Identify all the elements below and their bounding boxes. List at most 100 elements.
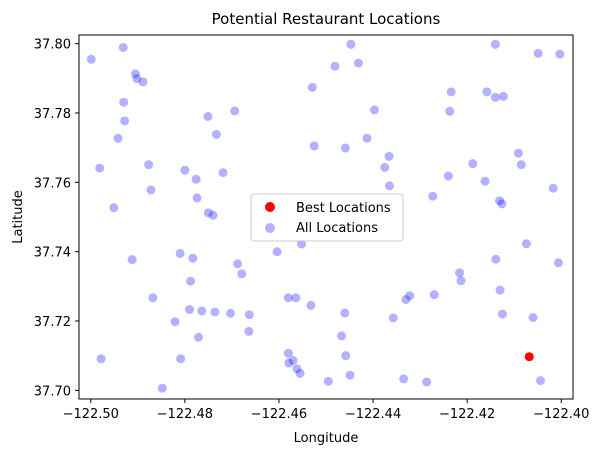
y-axis-ticks: 37.70 37.72 37.74 37.76 37.78 37.80 — [34, 38, 79, 399]
point-all-locations — [490, 92, 500, 102]
legend-label-best-locations: Best Locations — [296, 201, 391, 216]
x-tick-label: −122.40 — [533, 407, 589, 422]
point-all-locations — [323, 376, 333, 386]
point-all-locations — [455, 268, 465, 278]
point-all-locations — [272, 247, 282, 257]
point-all-locations — [176, 354, 186, 364]
point-all-locations — [446, 87, 456, 97]
point-all-locations — [491, 254, 501, 264]
point-all-locations — [428, 191, 438, 201]
point-all-locations — [495, 196, 505, 206]
point-all-locations — [309, 141, 319, 151]
point-all-locations — [385, 181, 395, 191]
point-all-locations — [230, 106, 240, 116]
point-all-locations — [369, 105, 379, 115]
point-all-locations — [297, 239, 307, 249]
point-all-locations — [341, 351, 351, 361]
legend: Best Locations All Locations — [250, 193, 404, 242]
point-all-locations — [497, 199, 507, 209]
x-axis-ticks: −122.50 −122.48 −122.46 −122.44 −122.42 −122.… — [63, 399, 589, 422]
point-all-locations — [528, 313, 538, 323]
point-all-locations — [157, 383, 167, 393]
point-all-locations — [208, 210, 218, 220]
point-all-locations — [288, 356, 298, 366]
point-all-locations — [346, 39, 356, 49]
y-tick-label: 37.72 — [34, 315, 71, 330]
x-axis-label: Longitude — [294, 431, 359, 446]
y-axis-label: Latitude — [11, 190, 26, 244]
point-all-locations — [533, 48, 543, 58]
point-all-locations — [244, 326, 254, 336]
point-all-locations — [120, 116, 130, 126]
point-all-locations — [218, 168, 228, 178]
point-all-locations — [185, 305, 195, 315]
point-all-locations — [380, 162, 390, 172]
point-all-locations — [244, 310, 254, 320]
y-tick-label: 37.76 — [34, 176, 71, 191]
point-all-locations — [521, 239, 531, 249]
point-all-locations — [194, 332, 203, 342]
plot-points — [86, 39, 565, 393]
point-all-locations — [337, 331, 347, 341]
point-all-locations — [548, 183, 558, 193]
point-all-locations — [362, 133, 372, 143]
point-all-locations — [237, 269, 247, 279]
point-all-locations — [95, 163, 105, 173]
point-all-locations — [188, 253, 198, 263]
point-all-locations — [345, 370, 355, 380]
point-all-locations — [210, 307, 220, 317]
point-all-locations — [498, 91, 508, 101]
legend-marker-all-locations — [265, 223, 275, 233]
point-all-locations — [340, 308, 350, 318]
x-tick-label: −122.50 — [63, 407, 119, 422]
point-all-locations — [445, 106, 455, 116]
point-all-locations — [197, 306, 207, 316]
point-all-locations — [516, 160, 526, 170]
point-all-locations — [555, 49, 565, 59]
plot-frame — [78, 34, 574, 400]
x-tick-label: −122.44 — [345, 407, 401, 422]
point-all-locations — [306, 300, 316, 310]
point-all-locations — [497, 309, 507, 319]
point-all-locations — [119, 97, 129, 107]
point-all-locations — [186, 276, 195, 286]
point-all-locations — [291, 293, 301, 303]
point-all-locations — [130, 69, 140, 79]
point-all-locations — [283, 348, 293, 358]
point-all-locations — [86, 54, 96, 64]
point-all-locations — [443, 171, 453, 181]
point-all-locations — [138, 77, 148, 87]
point-all-locations — [203, 111, 213, 121]
point-all-locations — [468, 159, 478, 169]
x-tick-label: −122.42 — [439, 407, 495, 422]
point-all-locations — [109, 203, 119, 213]
point-all-locations — [456, 276, 466, 286]
point-all-locations — [148, 293, 158, 303]
y-tick-label: 37.80 — [34, 38, 71, 53]
point-all-locations — [127, 255, 137, 265]
point-best-locations — [524, 352, 534, 362]
x-tick-label: −122.48 — [157, 407, 213, 422]
y-tick-label: 37.78 — [34, 107, 71, 122]
point-all-locations — [284, 358, 294, 368]
x-tick-label: −122.46 — [251, 407, 307, 422]
point-all-locations — [388, 313, 398, 323]
point-all-locations — [132, 74, 142, 84]
chart-title: Potential Restaurant Locations — [212, 10, 441, 28]
point-all-locations — [191, 174, 201, 184]
point-all-locations — [405, 291, 415, 301]
legend-marker-best-locations — [265, 202, 275, 212]
point-all-locations — [144, 160, 154, 170]
point-all-locations — [292, 364, 302, 374]
point-all-locations — [495, 285, 505, 295]
point-all-locations — [399, 374, 409, 384]
point-all-locations — [211, 129, 221, 139]
y-tick-label: 37.74 — [34, 246, 71, 261]
point-all-locations — [353, 58, 363, 68]
point-all-locations — [170, 317, 180, 327]
point-all-locations — [401, 295, 411, 305]
point-all-locations — [180, 165, 190, 175]
y-tick-label: 37.70 — [34, 384, 71, 399]
point-all-locations — [513, 148, 523, 158]
